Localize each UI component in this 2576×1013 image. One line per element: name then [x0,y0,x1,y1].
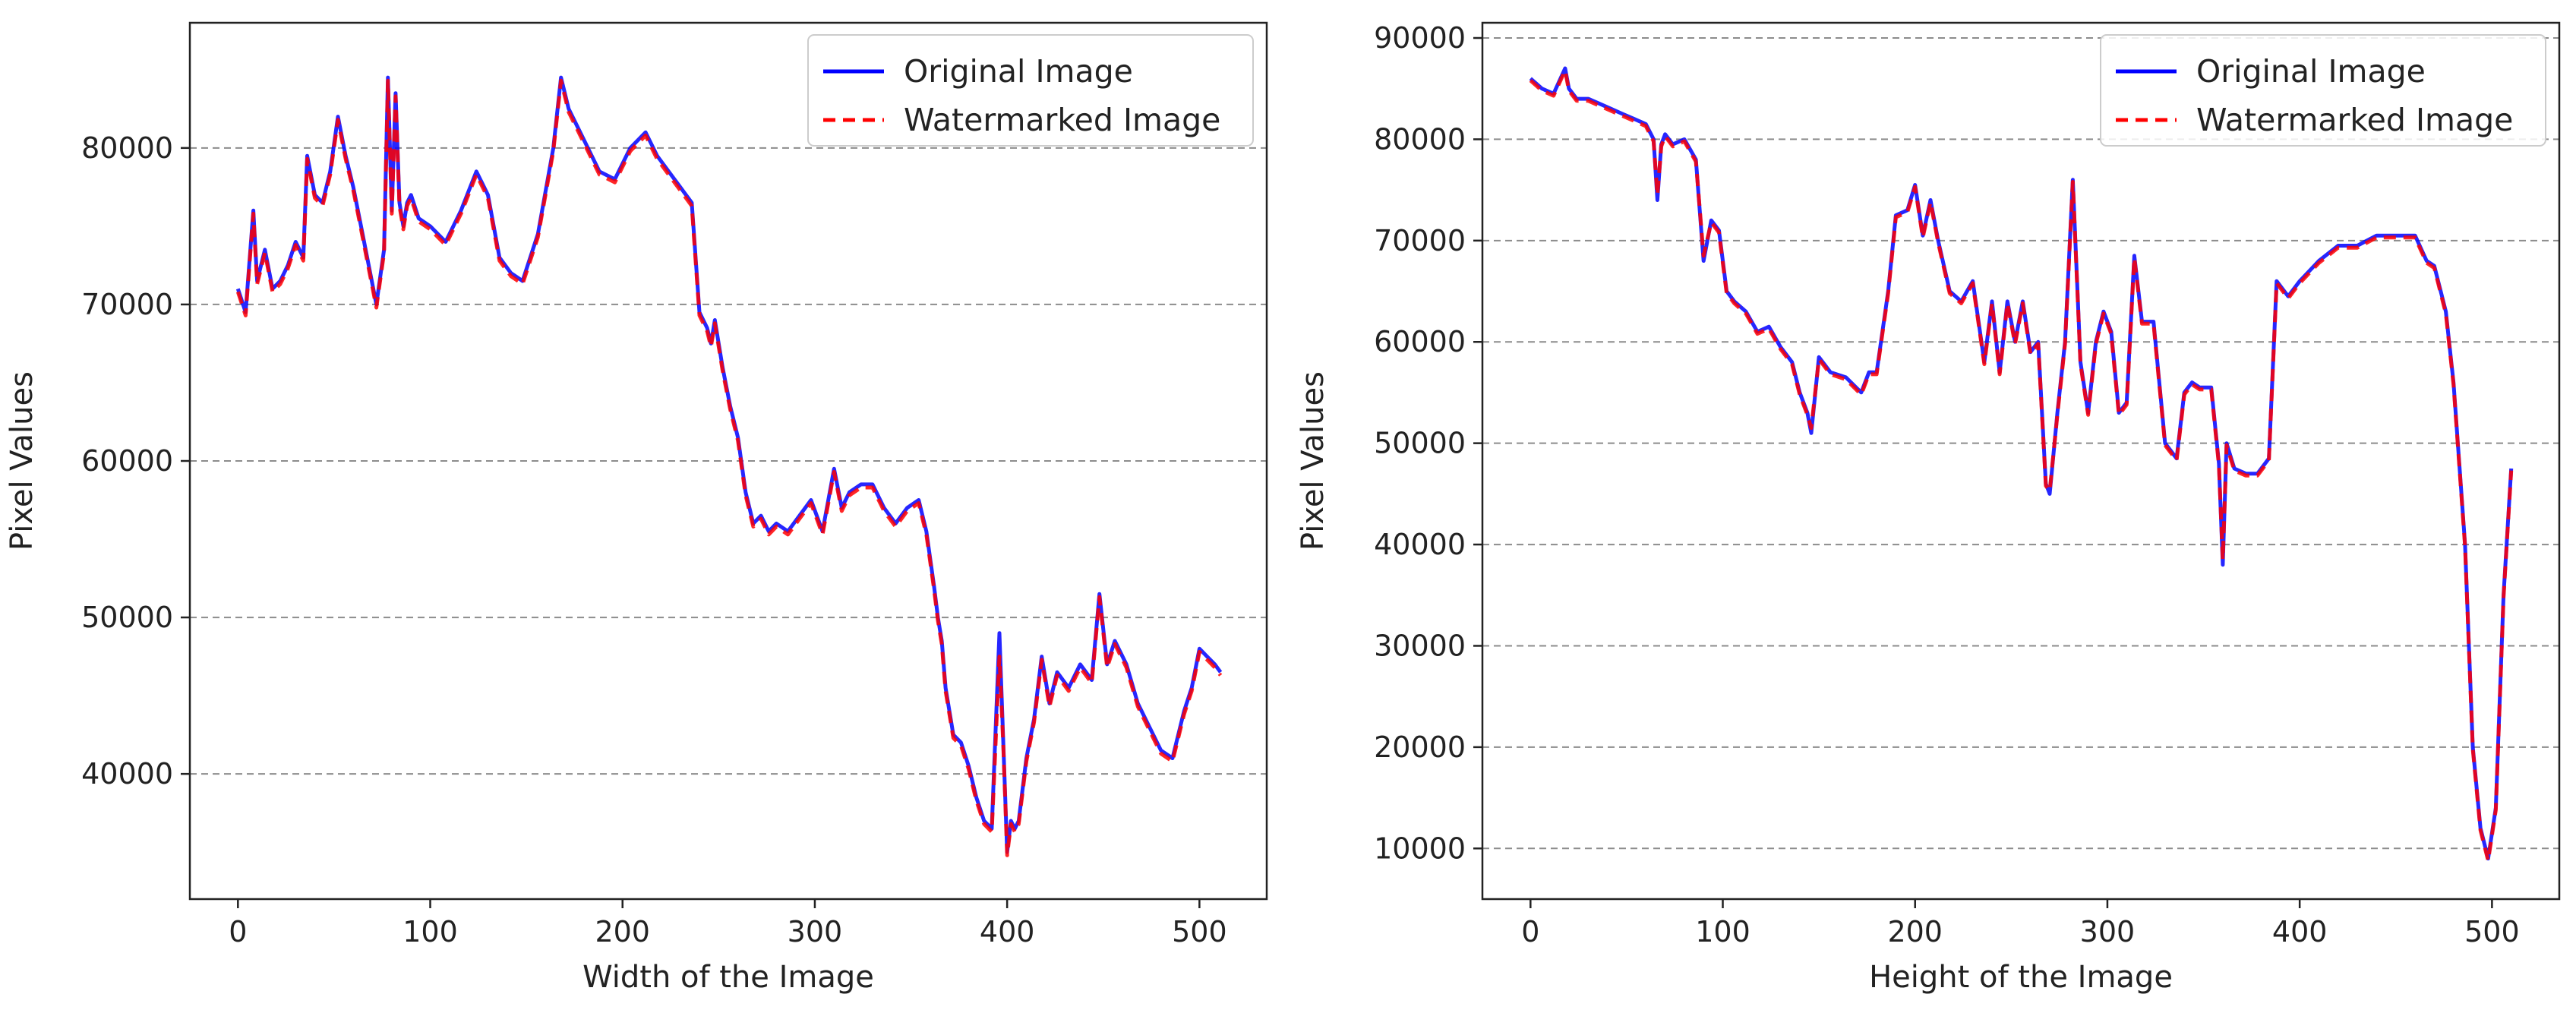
y-tick-label: 50000 [1374,427,1466,460]
series-line-original [235,75,1223,854]
legend-box [807,34,1254,147]
y-tick-label: 80000 [1374,122,1466,156]
y-tick-label: 80000 [81,131,173,165]
x-tick-label: 100 [402,915,458,948]
series-line-original [1529,66,2514,861]
y-tick-label: 60000 [1374,325,1466,358]
x-tick-label: 0 [1521,915,1539,948]
y-tick-label: 70000 [1374,224,1466,257]
y-tick-label: 50000 [81,601,173,634]
x-tick-label: 500 [2464,915,2520,948]
legend-label-original: Original Image [2196,53,2426,90]
y-tick-label: 40000 [81,757,173,791]
legend-box [2100,34,2546,147]
x-axis-label: Height of the Image [1869,960,2173,995]
y-axis-label: Pixel Values [5,371,39,551]
x-tick-label: 100 [1695,915,1750,948]
series-line-watermarked [235,78,1223,857]
x-tick-label: 300 [2080,915,2136,948]
left-chart-panel: 0 100 200 300 400 500 40000 50000 60000 70000 8000… [5,21,1268,995]
x-tick-label: 400 [2272,915,2328,948]
x-axis-label: Width of the Image [582,960,874,995]
x-tick-label: 400 [980,915,1035,948]
y-tick-label: 60000 [81,444,173,478]
x-tick-label: 500 [1172,915,1227,948]
y-tick-label: 70000 [81,288,173,321]
legend-label-watermarked: Watermarked Image [2196,102,2513,138]
x-tick-label: 200 [1887,915,1943,948]
legend-label-original: Original Image [904,53,1133,90]
right-chart-panel: 0 100 200 300 400 500 10000 20000 30000 40000 5000… [1296,21,2561,995]
x-tick-label: 0 [229,915,247,948]
y-tick-label: 20000 [1374,731,1466,764]
y-tick-label: 40000 [1374,528,1466,561]
x-tick-label: 200 [595,915,650,948]
legend-label-watermarked: Watermarked Image [904,102,1220,138]
series-line-watermarked [1529,68,2514,863]
y-tick-label: 10000 [1374,832,1466,865]
y-axis-label: Pixel Values [1296,371,1331,551]
y-tick-label: 30000 [1374,629,1466,662]
plot-frame [1481,21,2561,901]
y-tick-label: 90000 [1374,21,1466,55]
x-tick-label: 300 [788,915,843,948]
